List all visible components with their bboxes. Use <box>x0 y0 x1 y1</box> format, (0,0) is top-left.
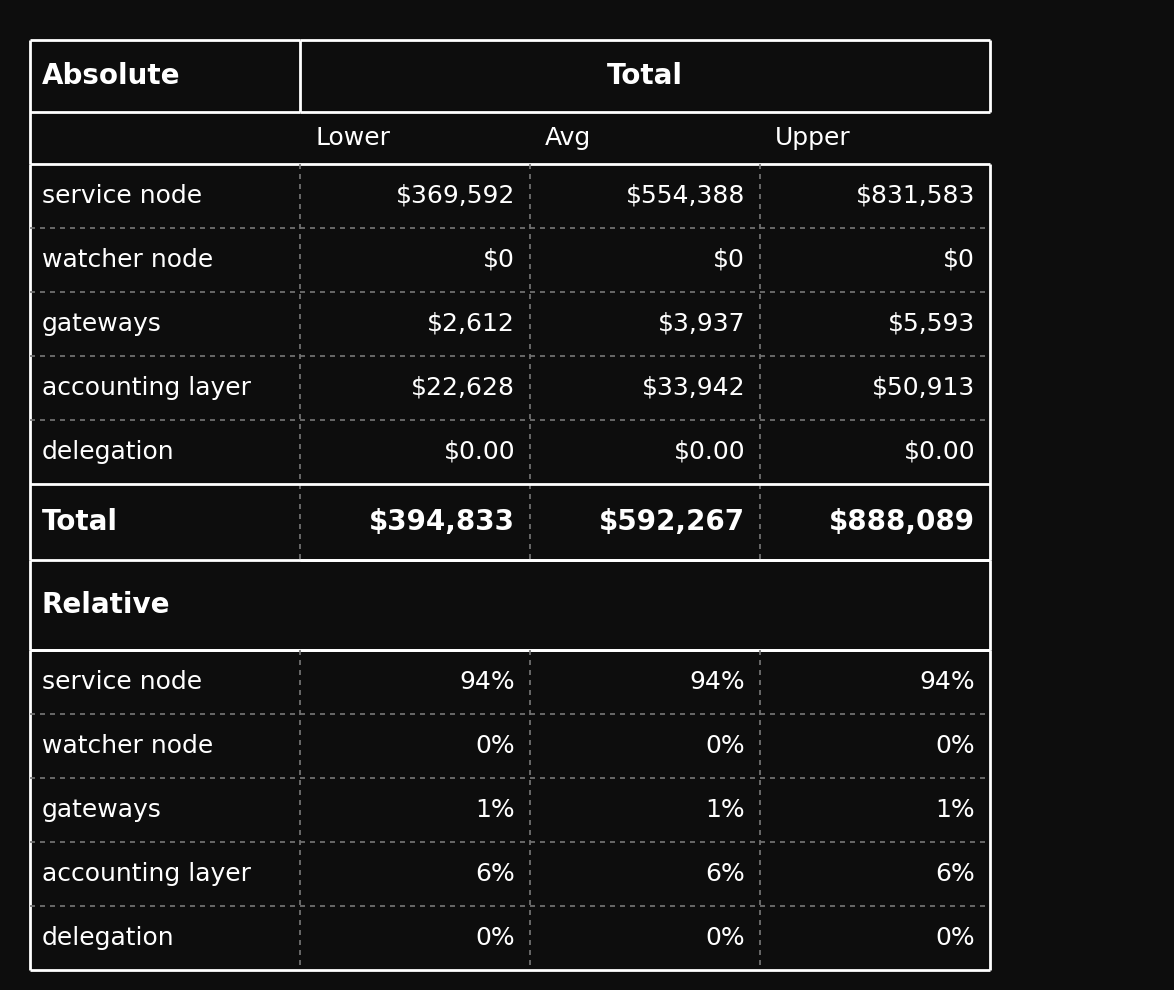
Text: watcher node: watcher node <box>42 248 214 272</box>
Text: $592,267: $592,267 <box>599 508 745 536</box>
Text: 94%: 94% <box>459 670 515 694</box>
Text: $0.00: $0.00 <box>674 440 745 464</box>
Text: $0: $0 <box>484 248 515 272</box>
Text: Relative: Relative <box>42 591 170 619</box>
Text: Lower: Lower <box>315 126 390 150</box>
Text: $33,942: $33,942 <box>641 376 745 400</box>
Text: delegation: delegation <box>42 440 175 464</box>
Text: service node: service node <box>42 184 202 208</box>
Text: delegation: delegation <box>42 926 175 950</box>
Text: $5,593: $5,593 <box>888 312 974 336</box>
Text: $0: $0 <box>713 248 745 272</box>
Text: 0%: 0% <box>936 926 974 950</box>
Text: Avg: Avg <box>545 126 592 150</box>
Text: $0: $0 <box>943 248 974 272</box>
Text: $831,583: $831,583 <box>856 184 974 208</box>
Text: $22,628: $22,628 <box>411 376 515 400</box>
Text: 94%: 94% <box>689 670 745 694</box>
Text: $2,612: $2,612 <box>427 312 515 336</box>
Text: $554,388: $554,388 <box>626 184 745 208</box>
Text: 6%: 6% <box>475 862 515 886</box>
Text: 6%: 6% <box>706 862 745 886</box>
Text: 1%: 1% <box>706 798 745 822</box>
Text: Total: Total <box>42 508 119 536</box>
Text: 6%: 6% <box>936 862 974 886</box>
Text: $888,089: $888,089 <box>829 508 974 536</box>
Text: 0%: 0% <box>475 926 515 950</box>
Text: service node: service node <box>42 670 202 694</box>
Text: gateways: gateways <box>42 798 162 822</box>
Text: 0%: 0% <box>475 734 515 758</box>
Text: 94%: 94% <box>919 670 974 694</box>
Text: Total: Total <box>607 62 683 90</box>
Text: accounting layer: accounting layer <box>42 862 251 886</box>
Text: $3,937: $3,937 <box>657 312 745 336</box>
Text: watcher node: watcher node <box>42 734 214 758</box>
Text: 1%: 1% <box>475 798 515 822</box>
Text: $369,592: $369,592 <box>396 184 515 208</box>
Text: $394,833: $394,833 <box>369 508 515 536</box>
Text: $0.00: $0.00 <box>444 440 515 464</box>
Text: 0%: 0% <box>706 734 745 758</box>
Text: 0%: 0% <box>706 926 745 950</box>
Text: Upper: Upper <box>775 126 851 150</box>
Text: Absolute: Absolute <box>42 62 181 90</box>
Text: gateways: gateways <box>42 312 162 336</box>
Text: accounting layer: accounting layer <box>42 376 251 400</box>
Text: $0.00: $0.00 <box>903 440 974 464</box>
Text: $50,913: $50,913 <box>872 376 974 400</box>
Text: 0%: 0% <box>936 734 974 758</box>
Text: 1%: 1% <box>936 798 974 822</box>
